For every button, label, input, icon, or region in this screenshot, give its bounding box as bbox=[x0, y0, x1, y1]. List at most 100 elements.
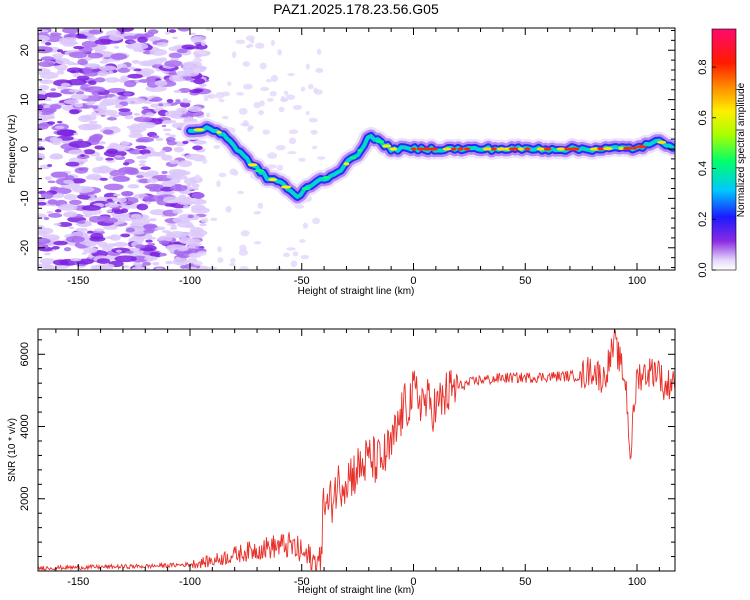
noise-blob bbox=[97, 95, 108, 99]
noise-blob bbox=[109, 234, 122, 241]
noise-blob bbox=[42, 107, 57, 113]
noise-blob bbox=[191, 192, 205, 199]
noise-blob bbox=[152, 58, 164, 65]
ridge-halo bbox=[181, 118, 675, 206]
noise-blob bbox=[131, 218, 151, 225]
noise-blob bbox=[114, 155, 123, 158]
noise-blob bbox=[170, 224, 178, 228]
noise-blob bbox=[191, 183, 200, 189]
noise-blob bbox=[49, 104, 62, 110]
noise-blob bbox=[141, 106, 149, 110]
noise-blob bbox=[165, 232, 176, 236]
snr-x-tick-label: -50 bbox=[294, 576, 310, 588]
noise-blob bbox=[227, 81, 232, 87]
noise-blob bbox=[83, 149, 96, 155]
noise-blob bbox=[250, 39, 255, 44]
noise-blob bbox=[127, 184, 140, 189]
noise-blob bbox=[115, 249, 122, 253]
noise-blob bbox=[119, 213, 131, 217]
noise-blob bbox=[74, 103, 84, 108]
noise-blob bbox=[54, 209, 62, 213]
snr-y-tick-label: 6000 bbox=[19, 342, 31, 366]
noise-blob bbox=[155, 267, 164, 270]
noise-blob bbox=[108, 34, 123, 41]
noise-blob bbox=[50, 186, 59, 190]
ridge-core-blob bbox=[603, 147, 613, 151]
noise-blob bbox=[94, 38, 114, 45]
noise-blob bbox=[276, 164, 284, 171]
noise-blob bbox=[87, 52, 104, 59]
noise-blob bbox=[46, 121, 56, 125]
noise-blob bbox=[158, 240, 170, 245]
noise-blob bbox=[89, 236, 106, 242]
noise-blob bbox=[262, 129, 270, 135]
noise-blob bbox=[235, 39, 246, 45]
noise-blob bbox=[300, 254, 310, 260]
noise-blob bbox=[298, 157, 306, 162]
noise-blob bbox=[38, 142, 41, 146]
noise-blob bbox=[124, 115, 134, 120]
noise-blob bbox=[166, 99, 174, 103]
noise-blob bbox=[125, 227, 136, 233]
noise-blob bbox=[189, 226, 204, 234]
noise-blob bbox=[70, 93, 89, 100]
noise-blob bbox=[38, 61, 55, 68]
noise-blob bbox=[59, 39, 78, 46]
noise-blob bbox=[307, 84, 314, 90]
noise-blob bbox=[112, 175, 130, 183]
noise-blob bbox=[165, 32, 171, 35]
noise-blob bbox=[181, 99, 192, 104]
noise-blob bbox=[182, 98, 188, 101]
noise-blob bbox=[213, 144, 221, 150]
noise-blob bbox=[192, 187, 200, 191]
noise-blob bbox=[169, 159, 180, 165]
noise-blob bbox=[174, 101, 182, 105]
noise-blob bbox=[270, 39, 276, 46]
noise-blob bbox=[239, 244, 247, 252]
ridge-core-blob bbox=[463, 147, 471, 151]
spectrogram-x-tick-label: 50 bbox=[519, 275, 531, 287]
noise-blob bbox=[141, 261, 152, 266]
noise-blob bbox=[65, 161, 80, 167]
noise-blob bbox=[99, 177, 109, 181]
spectrogram-x-tick-label: 0 bbox=[410, 275, 416, 287]
noise-blob bbox=[183, 177, 198, 185]
noise-blob bbox=[190, 204, 206, 211]
noise-blob bbox=[120, 208, 129, 213]
noise-blob bbox=[170, 184, 188, 192]
snr-y-tick-label: 2000 bbox=[19, 487, 31, 511]
noise-blob bbox=[292, 104, 303, 110]
ridge-core-blob bbox=[636, 145, 647, 149]
noise-blob bbox=[63, 212, 74, 218]
noise-blob bbox=[39, 29, 49, 33]
noise-blob bbox=[38, 94, 48, 101]
noise-blob bbox=[148, 236, 157, 240]
noise-blob bbox=[87, 173, 102, 181]
noise-blob bbox=[122, 265, 130, 268]
ridge-core-blob bbox=[491, 147, 497, 151]
noise-blob bbox=[88, 120, 98, 124]
noise-blob bbox=[193, 88, 204, 93]
noise-blob bbox=[141, 114, 147, 118]
ridge-core-blob bbox=[564, 147, 572, 151]
noise-blob bbox=[217, 257, 224, 263]
noise-blob bbox=[118, 110, 133, 117]
spectrogram-y-tick-label: -20 bbox=[19, 240, 31, 256]
noise-blob bbox=[93, 228, 105, 232]
snr-y-axis-label: SNR (10 * v/v) bbox=[7, 418, 18, 482]
noise-blob bbox=[47, 199, 58, 205]
noise-blob bbox=[182, 205, 190, 209]
noise-blob bbox=[300, 86, 306, 92]
noise-blob bbox=[88, 80, 97, 86]
snr-x-tick-label: 50 bbox=[519, 576, 531, 588]
noise-blob bbox=[287, 72, 295, 77]
noise-blob bbox=[143, 195, 164, 202]
noise-blob bbox=[143, 173, 155, 178]
noise-blob bbox=[156, 41, 169, 47]
noise-blob bbox=[317, 48, 322, 55]
noise-blob bbox=[267, 152, 278, 159]
noise-blob bbox=[182, 62, 194, 69]
noise-blob bbox=[292, 251, 299, 257]
